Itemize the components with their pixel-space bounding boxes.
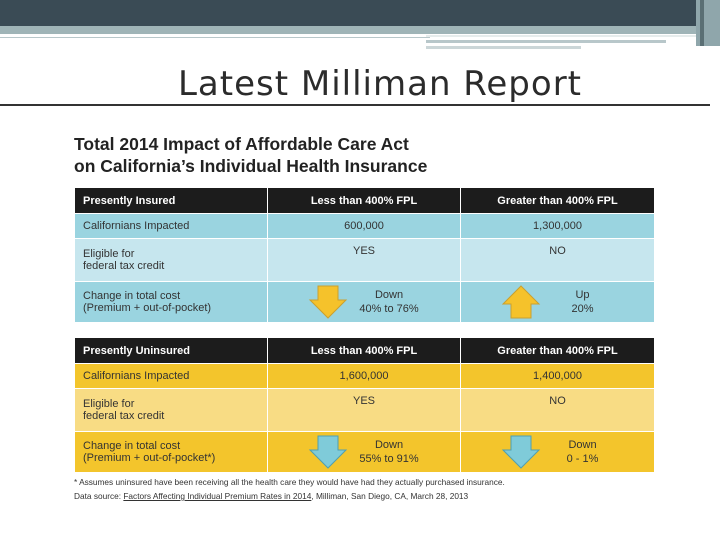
change-range: 40% to 76% (359, 303, 419, 315)
title-underline (0, 104, 710, 106)
table-row: Change in total cost (Premium + out-of-p… (74, 431, 655, 473)
uninsured-table: Presently Uninsured Less than 400% FPL G… (74, 337, 655, 473)
row-label-line2: (Premium + out-of-pocket) (83, 302, 212, 314)
uninsured-header-row: Presently Uninsured Less than 400% FPL G… (74, 337, 655, 364)
row-label: Change in total cost (Premium + out-of-p… (74, 281, 268, 323)
row-label-line2: federal tax credit (83, 260, 165, 272)
row-label-line1: Eligible for (83, 398, 135, 410)
decor-line (426, 35, 696, 37)
row-label-line1: Change in total cost (83, 440, 181, 452)
top-bar-accent-stripe (700, 0, 704, 46)
uninsured-header-label: Presently Uninsured (74, 337, 268, 364)
up-arrow-icon (501, 285, 541, 319)
table-row: Eligible for federal tax credit YES NO (74, 238, 655, 282)
table-row: Change in total cost (Premium + out-of-p… (74, 281, 655, 323)
report-title-line2: on California’s Individual Health Insura… (74, 156, 428, 176)
cell-greater-fpl: NO (460, 238, 655, 282)
slide-title: Latest Milliman Report (177, 64, 583, 104)
row-label-line1: Eligible for (83, 248, 135, 260)
cell-less-fpl: 600,000 (267, 213, 461, 239)
change-range: 0 - 1% (566, 453, 599, 465)
table-row: Californians Impacted 1,600,000 1,400,00… (74, 363, 655, 389)
row-label: Californians Impacted (74, 363, 268, 389)
row-label: Californians Impacted (74, 213, 268, 239)
data-source-link[interactable]: Factors Affecting Individual Premium Rat… (123, 491, 312, 501)
change-range: 20% (571, 303, 594, 315)
header-greater-fpl: Greater than 400% FPL (460, 187, 655, 214)
table-row: Eligible for federal tax credit YES NO (74, 388, 655, 432)
cell-less-fpl: YES (267, 238, 461, 282)
row-label: Change in total cost (Premium + out-of-p… (74, 431, 268, 473)
header-greater-fpl: Greater than 400% FPL (460, 337, 655, 364)
top-bar (0, 0, 720, 26)
change-direction: Down (374, 289, 404, 301)
table-row: Californians Impacted 600,000 1,300,000 (74, 213, 655, 239)
report-title: Total 2014 Impact of Affordable Care Act… (74, 133, 494, 177)
header-less-fpl: Less than 400% FPL (267, 187, 461, 214)
down-arrow-icon (308, 435, 348, 469)
assumption-note: * Assumes uninsured have been receiving … (74, 477, 505, 487)
data-source-suffix: , Milliman, San Diego, CA, March 28, 201… (311, 491, 469, 501)
change-direction: Up (575, 289, 590, 301)
cell-less-fpl: Down 40% to 76% (267, 281, 461, 323)
row-label-line2: federal tax credit (83, 410, 165, 422)
header-less-fpl: Less than 400% FPL (267, 337, 461, 364)
insured-table: Presently Insured Less than 400% FPL Gre… (74, 187, 655, 323)
change-direction: Down (568, 439, 597, 451)
row-label: Eligible for federal tax credit (74, 238, 268, 282)
decor-line (426, 46, 581, 49)
cell-greater-fpl: 1,400,000 (460, 363, 655, 389)
cell-greater-fpl: 1,300,000 (460, 213, 655, 239)
footnote: * Assumes uninsured have been receiving … (74, 475, 654, 503)
down-arrow-icon (308, 285, 348, 319)
report-title-line1: Total 2014 Impact of Affordable Care Act (74, 134, 409, 154)
cell-greater-fpl: NO (460, 388, 655, 432)
data-source: Data source: Factors Affecting Individua… (74, 489, 654, 503)
change-direction: Down (374, 439, 404, 451)
change-range: 55% to 91% (359, 453, 419, 465)
cell-greater-fpl: Up 20% (460, 281, 655, 323)
down-arrow-icon (501, 435, 541, 469)
top-underbar (0, 26, 696, 34)
insured-header-row: Presently Insured Less than 400% FPL Gre… (74, 187, 655, 214)
row-label: Eligible for federal tax credit (74, 388, 268, 432)
cell-less-fpl: Down 55% to 91% (267, 431, 461, 473)
decor-line (0, 37, 430, 38)
cell-greater-fpl: Down 0 - 1% (460, 431, 655, 473)
insured-header-label: Presently Insured (74, 187, 268, 214)
row-label-line2: (Premium + out-of-pocket*) (83, 452, 216, 464)
decor-line (426, 40, 666, 43)
cell-less-fpl: YES (267, 388, 461, 432)
row-label-line1: Change in total cost (83, 290, 181, 302)
data-source-prefix: Data source: (74, 491, 124, 501)
cell-less-fpl: 1,600,000 (267, 363, 461, 389)
